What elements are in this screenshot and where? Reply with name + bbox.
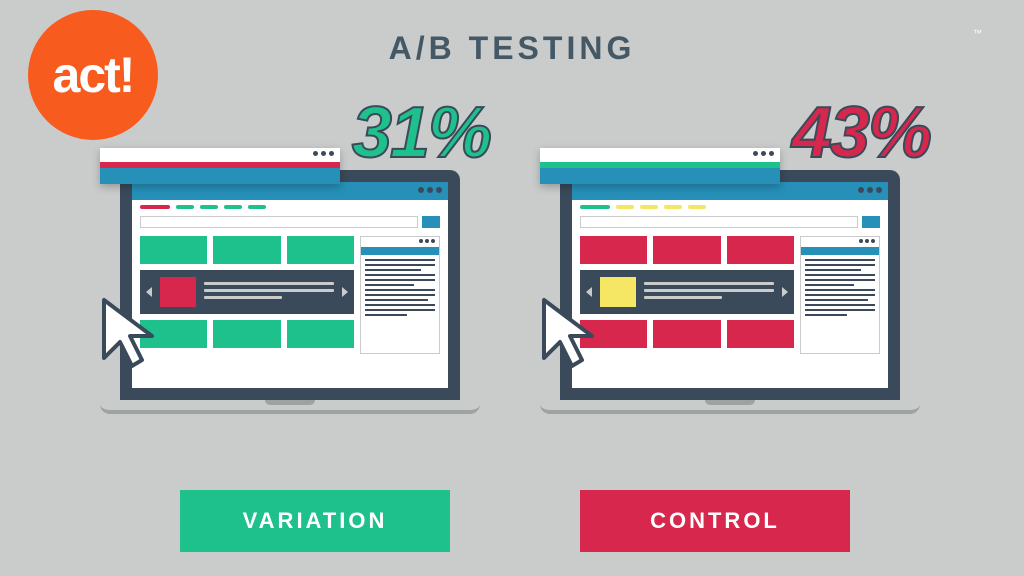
page-title: A/B TESTING xyxy=(389,30,636,67)
control-popup xyxy=(540,148,780,184)
cursor-icon xyxy=(532,290,612,380)
act-logo-text: act! xyxy=(53,46,134,104)
control-label: CONTROL xyxy=(580,490,850,552)
variation-popup xyxy=(100,148,340,184)
cursor-icon xyxy=(92,290,172,380)
variation-label: VARIATION xyxy=(180,490,450,552)
variation-panel: 31% xyxy=(120,100,510,414)
control-percent: 43% xyxy=(792,92,930,174)
variation-percent: 31% xyxy=(352,92,490,174)
control-panel: 43% xyxy=(560,100,950,414)
trademark-icon: ™ xyxy=(973,28,982,38)
